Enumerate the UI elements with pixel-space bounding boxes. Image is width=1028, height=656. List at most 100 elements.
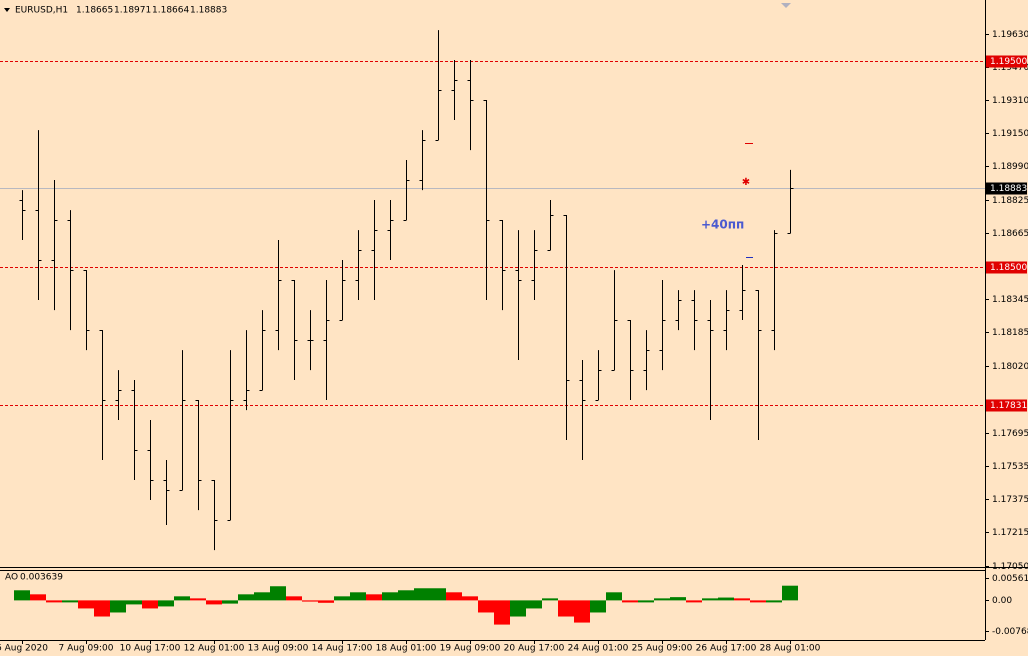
ao-bar bbox=[14, 590, 30, 601]
ao-bar bbox=[206, 600, 222, 605]
ao-bar bbox=[446, 592, 462, 601]
indicator-value: 0.003639 bbox=[20, 573, 63, 583]
ao-bar bbox=[110, 600, 126, 613]
x-tick-label: 28 Aug 01:00 bbox=[760, 644, 821, 654]
x-tick-label: 24 Aug 01:00 bbox=[568, 644, 629, 654]
level-label-box bbox=[986, 55, 1027, 68]
level-label-box bbox=[986, 261, 1027, 274]
y-tick-label: 0.005613 bbox=[992, 574, 1028, 584]
ao-bar bbox=[750, 600, 766, 603]
ao-bar bbox=[606, 592, 622, 601]
ao-bar bbox=[94, 600, 110, 617]
x-tick-label: 12 Aug 01:00 bbox=[184, 644, 245, 654]
ao-bar bbox=[366, 594, 382, 601]
ao-bar bbox=[142, 600, 158, 609]
ao-bar bbox=[686, 600, 702, 603]
level-label: 1.17831 bbox=[990, 401, 1027, 411]
x-tick-label: 25 Aug 09:00 bbox=[632, 644, 693, 654]
y-tick-label: 1.19630 bbox=[992, 30, 1028, 40]
ao-bar bbox=[190, 598, 206, 601]
x-tick-label: 20 Aug 17:00 bbox=[504, 644, 565, 654]
level-label: 1.19500 bbox=[990, 57, 1027, 67]
y-tick-label: 1.18990 bbox=[992, 162, 1028, 172]
ao-bar bbox=[574, 600, 590, 623]
ao-bar bbox=[526, 600, 542, 609]
y-tick-label: 0.00 bbox=[992, 596, 1012, 606]
current-price-box bbox=[986, 182, 1027, 195]
ao-bar bbox=[270, 586, 286, 601]
ao-bar bbox=[590, 600, 606, 613]
ao-bar bbox=[334, 596, 350, 601]
ohlc-close: 1.18883 bbox=[190, 6, 227, 16]
x-tick-label: 7 Aug 09:00 bbox=[59, 644, 114, 654]
y-tick-label: 1.17375 bbox=[992, 495, 1028, 505]
ao-bar bbox=[254, 592, 270, 601]
ohlc-high: 1.18971 bbox=[114, 6, 151, 16]
shift-marker bbox=[781, 3, 791, 8]
ao-bar bbox=[174, 596, 190, 601]
ao-bar bbox=[702, 598, 718, 601]
ao-bar bbox=[494, 600, 510, 625]
ao-bar bbox=[302, 600, 318, 602]
y-tick-label: 1.18185 bbox=[992, 328, 1028, 338]
ao-bar bbox=[622, 600, 638, 603]
y-tick-label: 1.18020 bbox=[992, 362, 1028, 372]
ao-bar bbox=[782, 585, 798, 601]
menu-triangle[interactable] bbox=[4, 8, 10, 12]
ao-bar bbox=[638, 600, 654, 603]
ao-bar bbox=[734, 598, 750, 601]
ao-bar bbox=[478, 600, 494, 613]
ao-bar bbox=[158, 600, 174, 607]
ao-bar bbox=[62, 600, 78, 603]
ao-bar bbox=[654, 598, 670, 601]
ao-bar bbox=[238, 594, 254, 601]
ao-bar bbox=[30, 594, 46, 601]
y-tick-label: 1.17050 bbox=[992, 562, 1028, 572]
ao-bar bbox=[510, 600, 526, 617]
x-tick-label: 6 Aug 2020 bbox=[0, 644, 48, 654]
ao-bar bbox=[430, 588, 446, 601]
x-tick-label: 13 Aug 09:00 bbox=[248, 644, 309, 654]
x-tick-label: 19 Aug 09:00 bbox=[440, 644, 501, 654]
level-label-box bbox=[986, 399, 1027, 412]
ao-bar bbox=[382, 592, 398, 601]
ao-bar bbox=[46, 600, 62, 603]
ao-bar bbox=[222, 600, 238, 604]
symbol: EURUSD,H1 bbox=[15, 6, 68, 16]
y-tick-label: 1.19310 bbox=[992, 96, 1028, 106]
ao-bar bbox=[414, 588, 430, 601]
x-tick-label: 14 Aug 17:00 bbox=[312, 644, 373, 654]
y-tick-label: 1.19150 bbox=[992, 129, 1028, 139]
x-tick-label: 10 Aug 17:00 bbox=[120, 644, 181, 654]
y-tick-label: 1.18665 bbox=[992, 229, 1028, 239]
y-tick-label: 1.17535 bbox=[992, 462, 1028, 472]
ao-bar bbox=[558, 600, 574, 617]
annotation: +40пп bbox=[701, 218, 744, 232]
ao-bar bbox=[462, 596, 478, 601]
ao-bar bbox=[78, 600, 94, 609]
x-tick-label: 26 Aug 17:00 bbox=[696, 644, 757, 654]
x-tick-label: 18 Aug 01:00 bbox=[376, 644, 437, 654]
y-tick-label: 1.17695 bbox=[992, 429, 1028, 439]
y-tick-label: 1.18345 bbox=[992, 295, 1028, 305]
ao-bar bbox=[766, 600, 782, 603]
trade-marker: ✱ bbox=[742, 177, 750, 188]
ohlc-open: 1.18665 bbox=[76, 6, 113, 16]
ao-bar bbox=[318, 600, 334, 603]
indicator-name: AO bbox=[5, 573, 18, 583]
ao-bar bbox=[350, 592, 366, 601]
ao-bar bbox=[542, 598, 558, 601]
y-tick-label: 1.19470 bbox=[992, 63, 1028, 73]
y-tick-label: 1.18825 bbox=[992, 196, 1028, 206]
y-tick-label: 1.17215 bbox=[992, 528, 1028, 538]
y-tick-label: -0.007686 bbox=[992, 627, 1028, 637]
ao-bar bbox=[126, 600, 142, 605]
ohlc-low: 1.18664 bbox=[152, 6, 189, 16]
ao-bar bbox=[398, 590, 414, 601]
ao-bar bbox=[670, 597, 686, 601]
ao-bar bbox=[286, 596, 302, 601]
level-label: 1.18500 bbox=[990, 263, 1027, 273]
current-price-label: 1.18883 bbox=[990, 184, 1027, 194]
